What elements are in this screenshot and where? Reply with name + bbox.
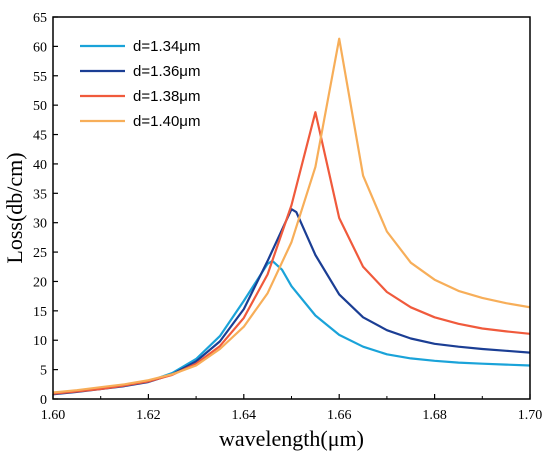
x-axis: 1.60 1.62 1.64 1.66 1.68 1.70 [41,394,543,423]
y-axis: 0 5 10 15 20 25 30 35 40 45 50 55 60 65 [33,11,58,408]
x-tick-label: 1.64 [232,408,257,423]
series-line-3 [53,111,530,395]
x-tick-label: 1.66 [327,408,352,423]
y-tick-label: 45 [33,129,47,144]
y-tick-label: 30 [33,217,47,232]
legend-label-4: d=1.40μm [133,113,200,130]
legend-label-1: d=1.34μm [133,38,200,55]
y-tick-label: 20 [33,275,47,290]
x-tick-label: 1.68 [422,408,447,423]
y-axis-title: Loss(db/cm) [2,152,27,263]
x-axis-title: wavelength(μm) [219,426,364,451]
legend: d=1.34μm d=1.36μm d=1.38μm d=1.40μm [80,38,200,130]
y-tick-label: 10 [33,334,47,349]
x-tick-label: 1.62 [136,408,161,423]
series-line-4 [53,37,530,394]
y-tick-label: 65 [33,11,47,26]
series-line-2 [53,208,530,396]
y-tick-label: 5 [40,364,47,379]
y-tick-label: 15 [33,305,47,320]
legend-label-3: d=1.38μm [133,88,200,105]
series-line-1 [53,259,530,395]
x-tick-label: 1.70 [518,408,543,423]
series-layer [53,37,530,396]
y-tick-label: 55 [33,70,47,85]
y-tick-label: 40 [33,158,47,173]
y-tick-label: 25 [33,246,47,261]
x-tick-label: 1.60 [41,408,66,423]
y-tick-label: 50 [33,99,47,114]
y-tick-label: 35 [33,187,47,202]
y-tick-label: 60 [33,40,47,55]
legend-label-2: d=1.36μm [133,63,200,80]
y-tick-label: 0 [40,393,47,408]
